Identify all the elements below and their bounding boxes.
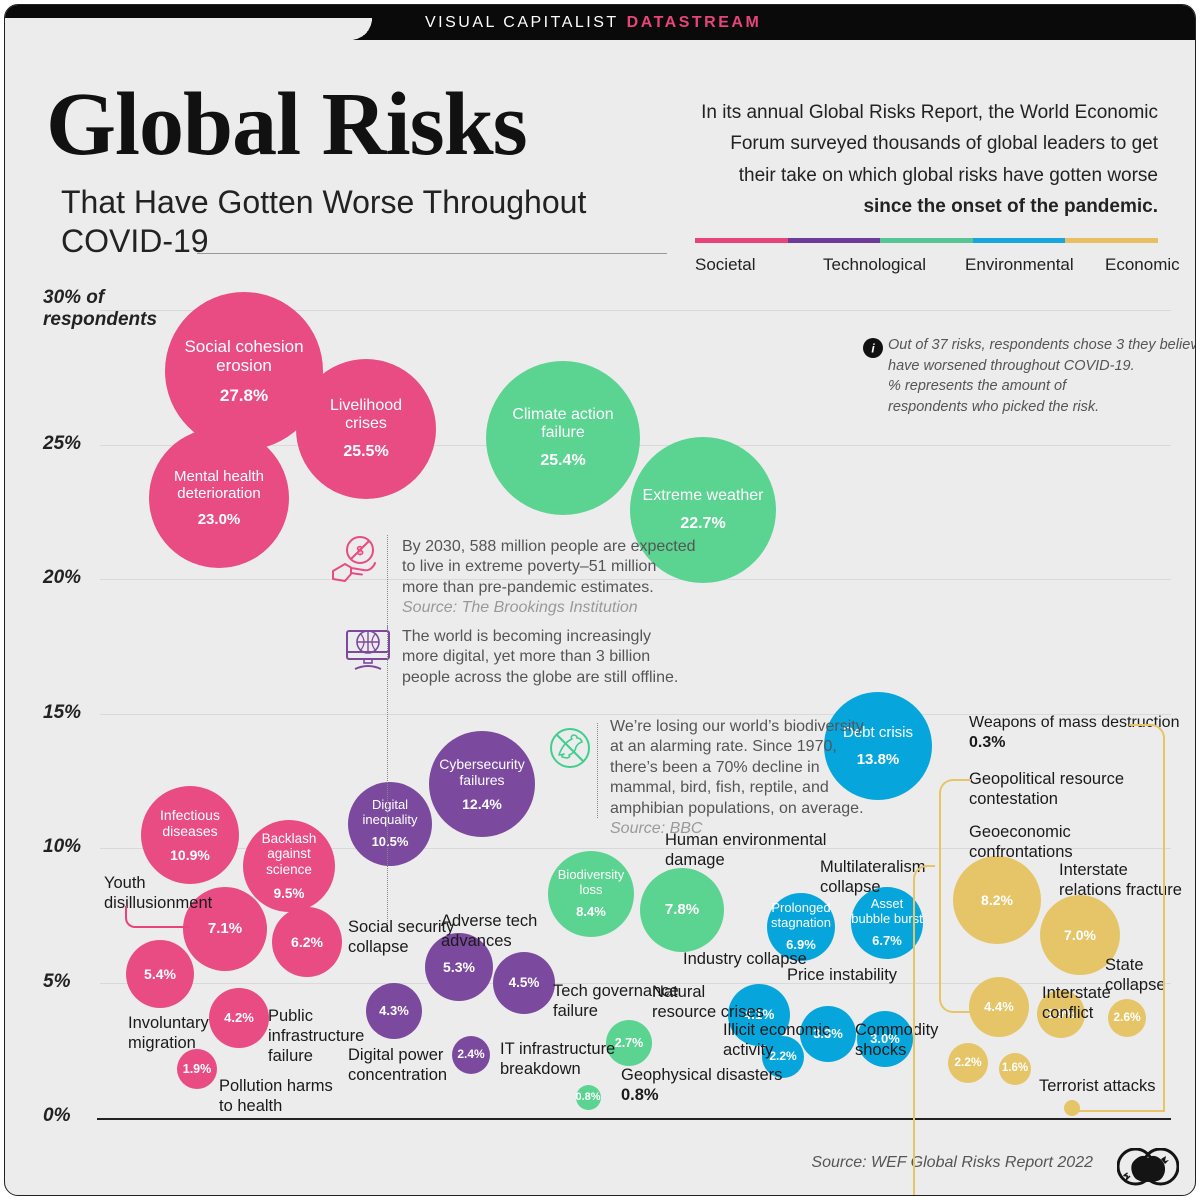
svg-text:$: $: [356, 543, 364, 558]
